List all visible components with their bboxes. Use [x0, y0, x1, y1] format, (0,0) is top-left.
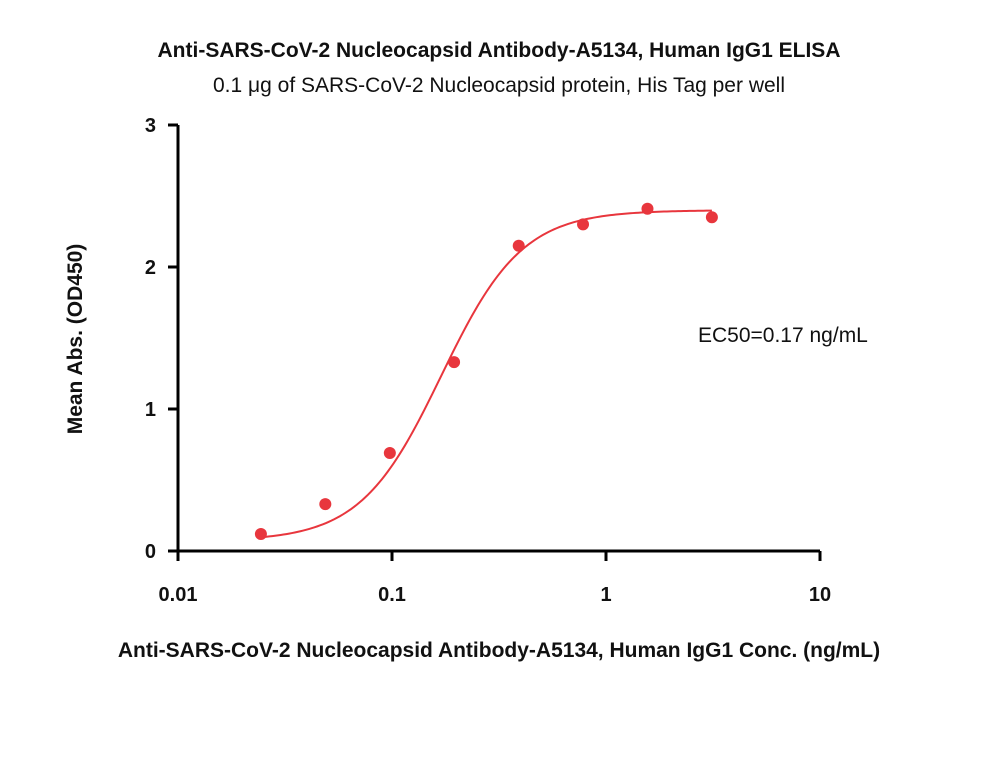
chart-subtitle: 0.1 μg of SARS-CoV-2 Nucleocapsid protei…: [213, 74, 785, 97]
y-tick-label: 1: [145, 399, 156, 421]
x-tick-label: 1: [600, 584, 611, 606]
y-tick-label: 3: [145, 115, 156, 137]
data-point: [577, 218, 590, 231]
x-axis-label: Anti-SARS-CoV-2 Nucleocapsid Antibody-A5…: [118, 639, 880, 662]
x-tick-label: 0.01: [159, 584, 198, 606]
y-ticks: 0 1 2 3: [145, 115, 178, 563]
data-points: [254, 202, 718, 540]
ec50-annotation: EC50=0.17 ng/mL: [698, 324, 868, 347]
y-tick-label: 2: [145, 257, 156, 279]
data-point: [705, 211, 718, 224]
data-point: [448, 356, 461, 369]
data-point: [319, 498, 332, 511]
y-axis-label: Mean Abs. (OD450): [64, 244, 87, 435]
y-tick-label: 0: [145, 541, 156, 563]
x-ticks: 0.01 0.1 1 10: [159, 551, 831, 606]
fit-curve: [260, 209, 712, 539]
data-point: [641, 202, 654, 215]
data-point: [512, 239, 525, 252]
x-tick-label: 10: [809, 584, 831, 606]
chart-title: Anti-SARS-CoV-2 Nucleocapsid Antibody-A5…: [158, 39, 841, 62]
axes: [176, 125, 820, 553]
x-tick-label: 0.1: [378, 584, 406, 606]
data-point: [383, 447, 396, 460]
data-point: [254, 527, 267, 540]
